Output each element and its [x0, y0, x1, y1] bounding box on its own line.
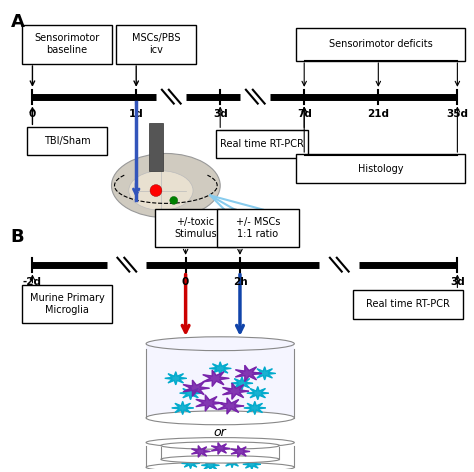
FancyBboxPatch shape	[22, 25, 112, 64]
FancyBboxPatch shape	[353, 290, 463, 319]
Polygon shape	[165, 372, 187, 385]
Polygon shape	[243, 459, 261, 470]
Text: Real time RT-PCR: Real time RT-PCR	[220, 139, 304, 149]
Ellipse shape	[129, 171, 193, 211]
Ellipse shape	[146, 462, 294, 472]
Text: Histology: Histology	[358, 164, 403, 174]
Polygon shape	[172, 401, 193, 414]
Text: or: or	[214, 426, 227, 439]
Ellipse shape	[146, 411, 294, 425]
Polygon shape	[191, 446, 210, 457]
FancyBboxPatch shape	[146, 344, 294, 418]
FancyBboxPatch shape	[296, 28, 465, 60]
Polygon shape	[183, 380, 210, 396]
Polygon shape	[201, 460, 219, 471]
Circle shape	[150, 185, 162, 196]
Text: -2d: -2d	[23, 278, 42, 287]
FancyBboxPatch shape	[116, 25, 196, 64]
Ellipse shape	[146, 438, 294, 447]
Text: 1d: 1d	[129, 110, 144, 119]
Text: 21d: 21d	[367, 110, 389, 119]
Ellipse shape	[111, 153, 220, 218]
Text: A: A	[11, 13, 25, 31]
Text: 7d: 7d	[297, 110, 311, 119]
FancyBboxPatch shape	[22, 285, 112, 323]
FancyBboxPatch shape	[296, 154, 465, 183]
Polygon shape	[236, 365, 262, 381]
Polygon shape	[203, 370, 229, 387]
Polygon shape	[223, 383, 249, 399]
Text: +/- MSCs
1:1 ratio: +/- MSCs 1:1 ratio	[236, 217, 280, 239]
Polygon shape	[247, 387, 269, 400]
Polygon shape	[223, 457, 241, 468]
Text: Sensorimotor
baseline: Sensorimotor baseline	[35, 34, 100, 55]
Text: B: B	[11, 228, 24, 246]
Polygon shape	[210, 362, 231, 375]
Polygon shape	[196, 395, 222, 411]
Text: 0: 0	[182, 278, 189, 287]
Polygon shape	[244, 401, 265, 414]
Ellipse shape	[161, 442, 280, 449]
Polygon shape	[211, 443, 230, 454]
Text: 2h: 2h	[233, 278, 247, 287]
Bar	[149, 123, 163, 171]
Text: 0: 0	[29, 110, 36, 119]
Text: Murine Primary
Microglia: Murine Primary Microglia	[30, 294, 104, 315]
FancyBboxPatch shape	[216, 130, 308, 159]
Polygon shape	[180, 387, 201, 400]
FancyBboxPatch shape	[27, 127, 107, 155]
Text: 3d: 3d	[213, 110, 228, 119]
Text: 3d: 3d	[450, 278, 465, 287]
Text: 35d: 35d	[447, 110, 468, 119]
Text: TBI/Sham: TBI/Sham	[44, 136, 91, 146]
Text: MSCs/PBS
icv: MSCs/PBS icv	[132, 34, 180, 55]
Circle shape	[170, 196, 178, 204]
Ellipse shape	[146, 337, 294, 351]
Ellipse shape	[161, 455, 280, 463]
FancyBboxPatch shape	[155, 209, 236, 247]
Polygon shape	[231, 446, 250, 457]
Text: +/-toxic
Stimulus: +/-toxic Stimulus	[174, 217, 217, 239]
Polygon shape	[218, 398, 244, 414]
Polygon shape	[254, 367, 275, 380]
Polygon shape	[231, 377, 253, 390]
FancyBboxPatch shape	[217, 209, 299, 247]
Polygon shape	[182, 458, 200, 469]
Text: Sensorimotor deficits: Sensorimotor deficits	[329, 39, 433, 49]
Text: Real time RT-PCR: Real time RT-PCR	[366, 299, 450, 309]
